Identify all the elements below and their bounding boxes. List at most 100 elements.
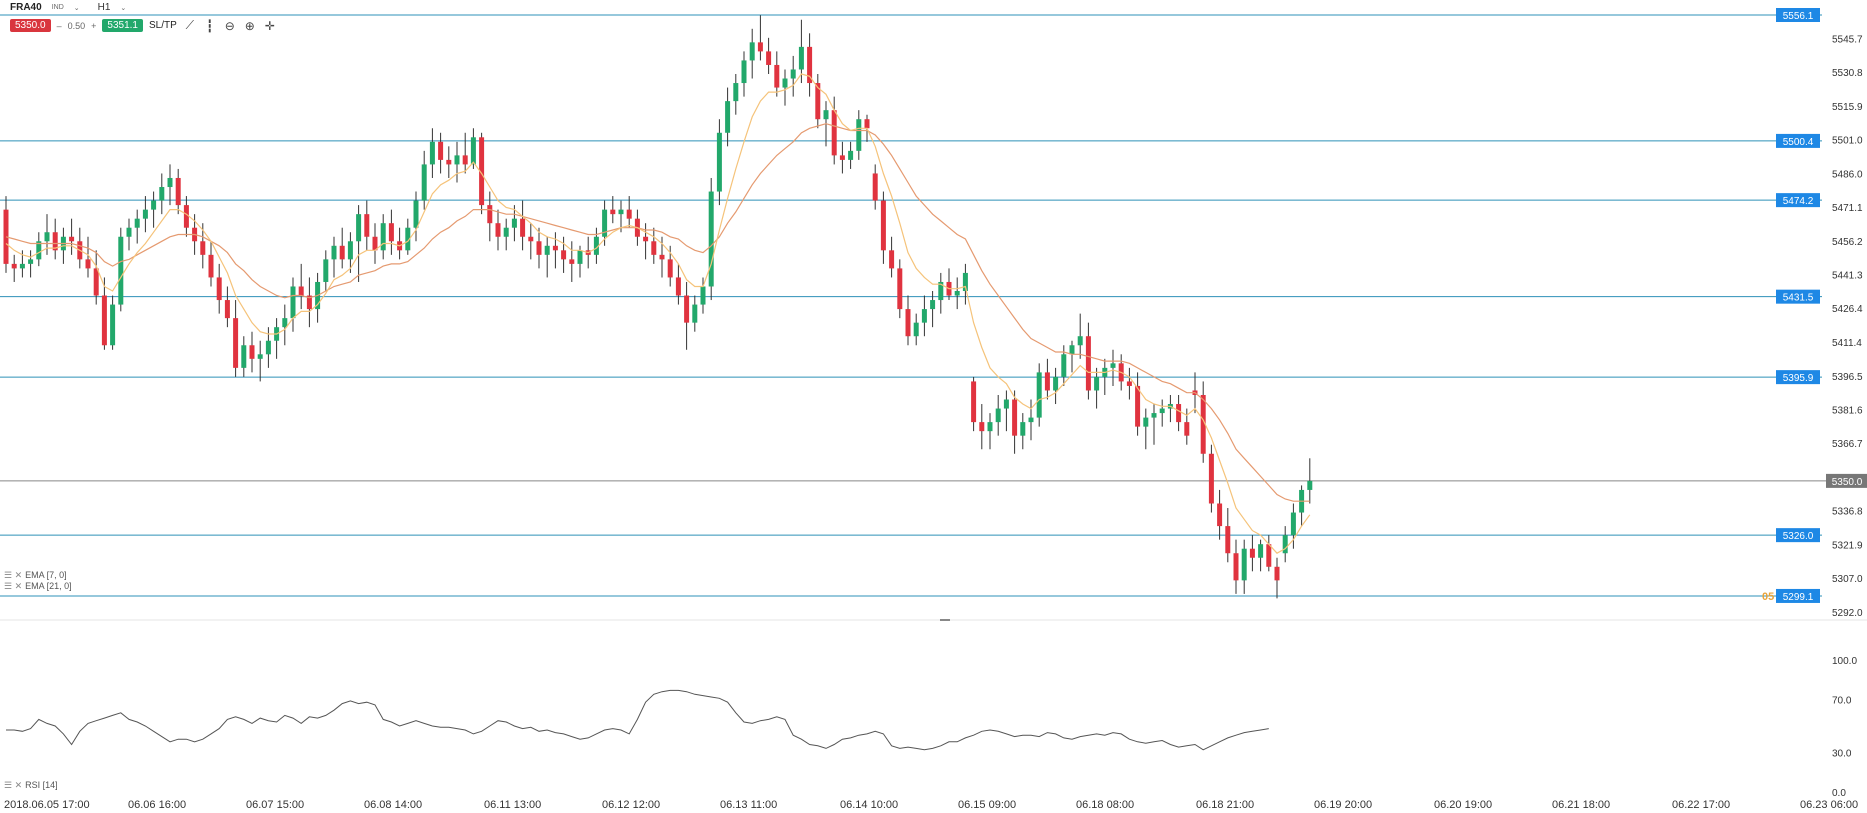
candle-body[interactable] [110,304,116,346]
candle-body[interactable] [159,187,165,201]
candle-body[interactable] [347,241,353,260]
candle-body[interactable] [954,291,960,296]
candle-body[interactable] [44,232,50,242]
candle-body[interactable] [429,141,435,165]
candle-body[interactable] [1217,503,1223,527]
candle-body[interactable] [651,241,657,255]
candle-body[interactable] [142,209,148,219]
candle-body[interactable] [839,155,845,160]
candle-body[interactable] [36,241,42,260]
candle-body[interactable] [815,83,821,120]
candle-body[interactable] [798,46,804,70]
timeframe-select[interactable]: H1 [97,2,111,13]
candle-body[interactable] [1003,399,1009,409]
candle-body[interactable] [1225,526,1231,554]
candle-body[interactable] [93,268,99,296]
buy-button[interactable]: 5351.1 [102,19,143,32]
level-price-badge[interactable] [1776,8,1820,22]
symbol-dropdown-icon[interactable]: ⌄ [73,4,80,12]
candle-body[interactable] [364,214,370,237]
candle-body[interactable] [987,422,993,432]
candle-body[interactable] [306,295,312,310]
zoom-out-icon[interactable]: ⊖ [224,18,235,33]
zoom-in-icon[interactable]: ⊕ [244,18,255,33]
candle-body[interactable] [380,223,386,251]
timeframe-dropdown-icon[interactable]: ⌄ [120,4,127,12]
candle-body[interactable] [356,214,362,242]
candle-body[interactable] [479,137,485,206]
candle-body[interactable] [290,286,296,319]
candle-body[interactable] [323,259,329,282]
candle-body[interactable] [1069,345,1075,355]
candle-body[interactable] [331,245,337,260]
candle-body[interactable] [1126,381,1132,386]
candle-body[interactable] [733,83,739,102]
candle-body[interactable] [454,155,460,165]
candle-body[interactable] [1200,394,1206,454]
candle-body[interactable] [938,281,944,301]
candle-body[interactable] [3,209,9,264]
candle-body[interactable] [979,422,985,432]
candle-body[interactable] [175,177,181,206]
candle-body[interactable] [134,218,140,228]
candle-body[interactable] [1233,553,1239,581]
candles-icon[interactable]: ┇ [206,18,214,33]
candle-body[interactable] [372,236,378,251]
level-price-badge[interactable] [1776,133,1820,148]
candle-body[interactable] [897,268,903,310]
candle-body[interactable] [962,272,968,292]
candle-body[interactable] [864,119,870,129]
candle-body[interactable] [1282,535,1288,554]
candle-body[interactable] [716,132,722,192]
candle-body[interactable] [224,300,230,319]
candle-body[interactable] [1290,512,1296,536]
candle-body[interactable] [544,245,550,255]
candle-body[interactable] [503,227,509,237]
candle-body[interactable] [1151,413,1157,418]
candle-body[interactable] [626,209,632,219]
candle-body[interactable] [1044,372,1050,391]
candle-body[interactable] [241,345,247,368]
candle-body[interactable] [1274,566,1280,581]
candle-body[interactable] [872,173,878,201]
candle-body[interactable] [905,309,911,337]
candle-body[interactable] [216,277,222,301]
candle-body[interactable] [495,223,501,237]
candle-body[interactable] [298,286,304,296]
candle-body[interactable] [577,250,583,264]
candle-body[interactable] [930,300,936,310]
candle-body[interactable] [118,236,124,305]
candle-body[interactable] [880,200,886,251]
candle-body[interactable] [413,200,419,228]
candle-body[interactable] [282,318,288,328]
candle-body[interactable] [487,205,493,224]
rsi-legend[interactable]: ☰ ✕ RSI [14] [4,780,58,791]
candle-body[interactable] [520,218,526,237]
candle-body[interactable] [1307,480,1313,490]
candle-body[interactable] [536,241,542,255]
candle-body[interactable] [610,209,616,215]
drag-handle-icon[interactable]: ☰ ✕ [4,581,23,591]
candle-body[interactable] [971,381,977,423]
candle-body[interactable] [1061,354,1067,377]
candle-body[interactable] [233,318,239,368]
candle-body[interactable] [126,227,132,237]
line-chart-icon[interactable]: ⟋ [185,18,194,32]
candle-body[interactable] [1085,336,1091,391]
level-price-badge[interactable] [1776,370,1820,385]
sell-button[interactable]: 5350.0 [10,19,51,32]
ema21-legend[interactable]: ☰ ✕ EMA [21, 0] [4,581,72,592]
candle-body[interactable] [889,250,895,269]
candle-body[interactable] [823,110,829,120]
candle-body[interactable] [1028,417,1034,423]
drag-handle-icon[interactable]: ☰ ✕ [4,570,23,580]
candle-body[interactable] [183,205,189,228]
candle-body[interactable] [339,245,345,260]
symbol-name[interactable]: FRA40 [10,2,42,13]
ema7-legend[interactable]: ☰ ✕ EMA [7, 0] [4,570,67,581]
sltp-button[interactable]: SL/TP [149,20,177,31]
candle-body[interactable] [200,241,206,255]
candle-body[interactable] [831,110,837,156]
candle-body[interactable] [388,223,394,242]
